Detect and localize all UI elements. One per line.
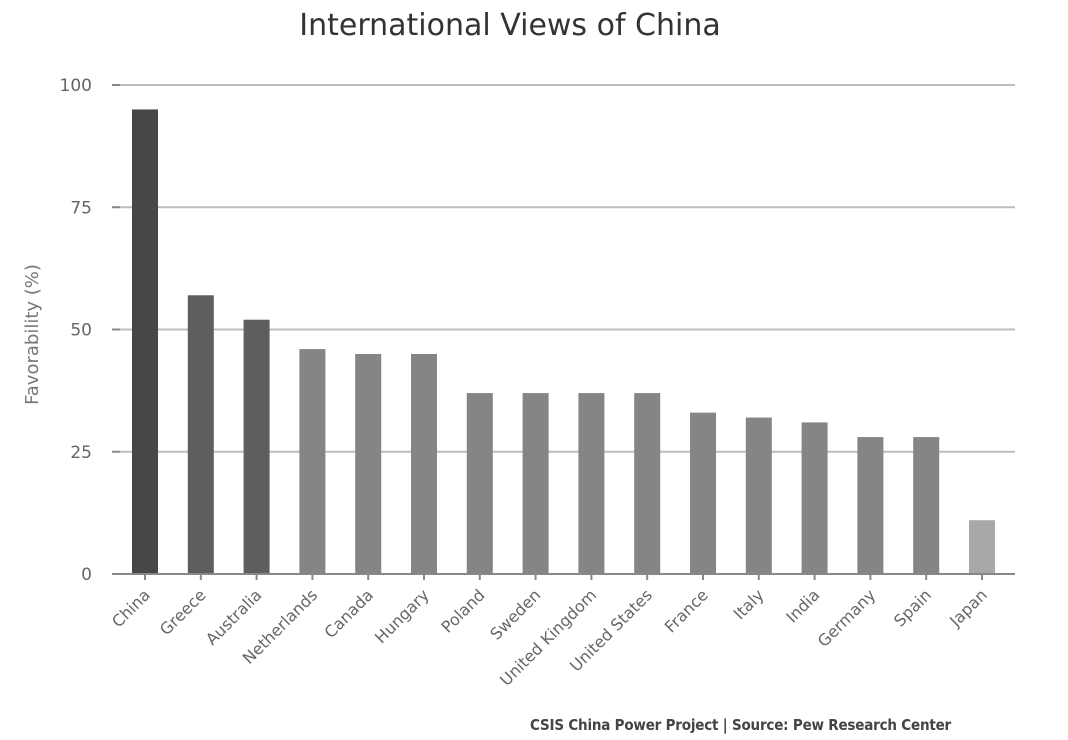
y-tick-label: 75 — [70, 198, 92, 218]
bar-india — [801, 422, 828, 574]
y-tick-label: 0 — [81, 565, 92, 585]
bar-spain — [913, 437, 940, 574]
x-tick-label: Hungary — [371, 585, 433, 647]
x-tick-label: China — [108, 585, 154, 631]
x-tick-label: Spain — [890, 585, 935, 630]
bar-japan — [969, 520, 995, 574]
y-tick-label: 25 — [70, 443, 92, 463]
bar-canada — [355, 353, 382, 574]
bar-france — [690, 412, 716, 574]
bar-poland — [466, 393, 493, 574]
bar-china — [132, 109, 158, 574]
x-tick-label: Japan — [945, 585, 991, 631]
chart-title: International Views of China — [299, 8, 721, 43]
x-tick-label: Italy — [730, 585, 768, 623]
x-tick-label: India — [782, 585, 823, 626]
y-tick-label: 100 — [60, 76, 92, 96]
bar-italy — [745, 417, 772, 574]
bar-netherlands — [299, 349, 326, 574]
bar-united-states — [634, 393, 661, 574]
x-tick-label: Greece — [156, 585, 210, 639]
y-tick-labels: 0 25 50 75 100 — [60, 76, 92, 585]
x-tick-label: United Kingdom — [496, 585, 600, 689]
x-tick-label: Canada — [321, 585, 377, 641]
bar-sweden — [522, 393, 549, 574]
bar-greece — [187, 295, 214, 574]
x-tick-label: Germany — [814, 585, 879, 650]
x-tick-label: France — [661, 585, 712, 636]
bar-united-kingdom — [578, 393, 605, 574]
bar-australia — [243, 319, 270, 574]
y-tick-label: 50 — [70, 321, 92, 341]
bar-hungary — [411, 353, 437, 574]
source-credit: CSIS China Power Project | Source: Pew R… — [530, 716, 952, 734]
bar-germany — [857, 437, 884, 574]
x-tick-label: Sweden — [486, 585, 544, 643]
bars — [132, 109, 995, 574]
x-tick-label: Poland — [437, 585, 488, 636]
y-axis-label: Favorability (%) — [22, 264, 43, 405]
